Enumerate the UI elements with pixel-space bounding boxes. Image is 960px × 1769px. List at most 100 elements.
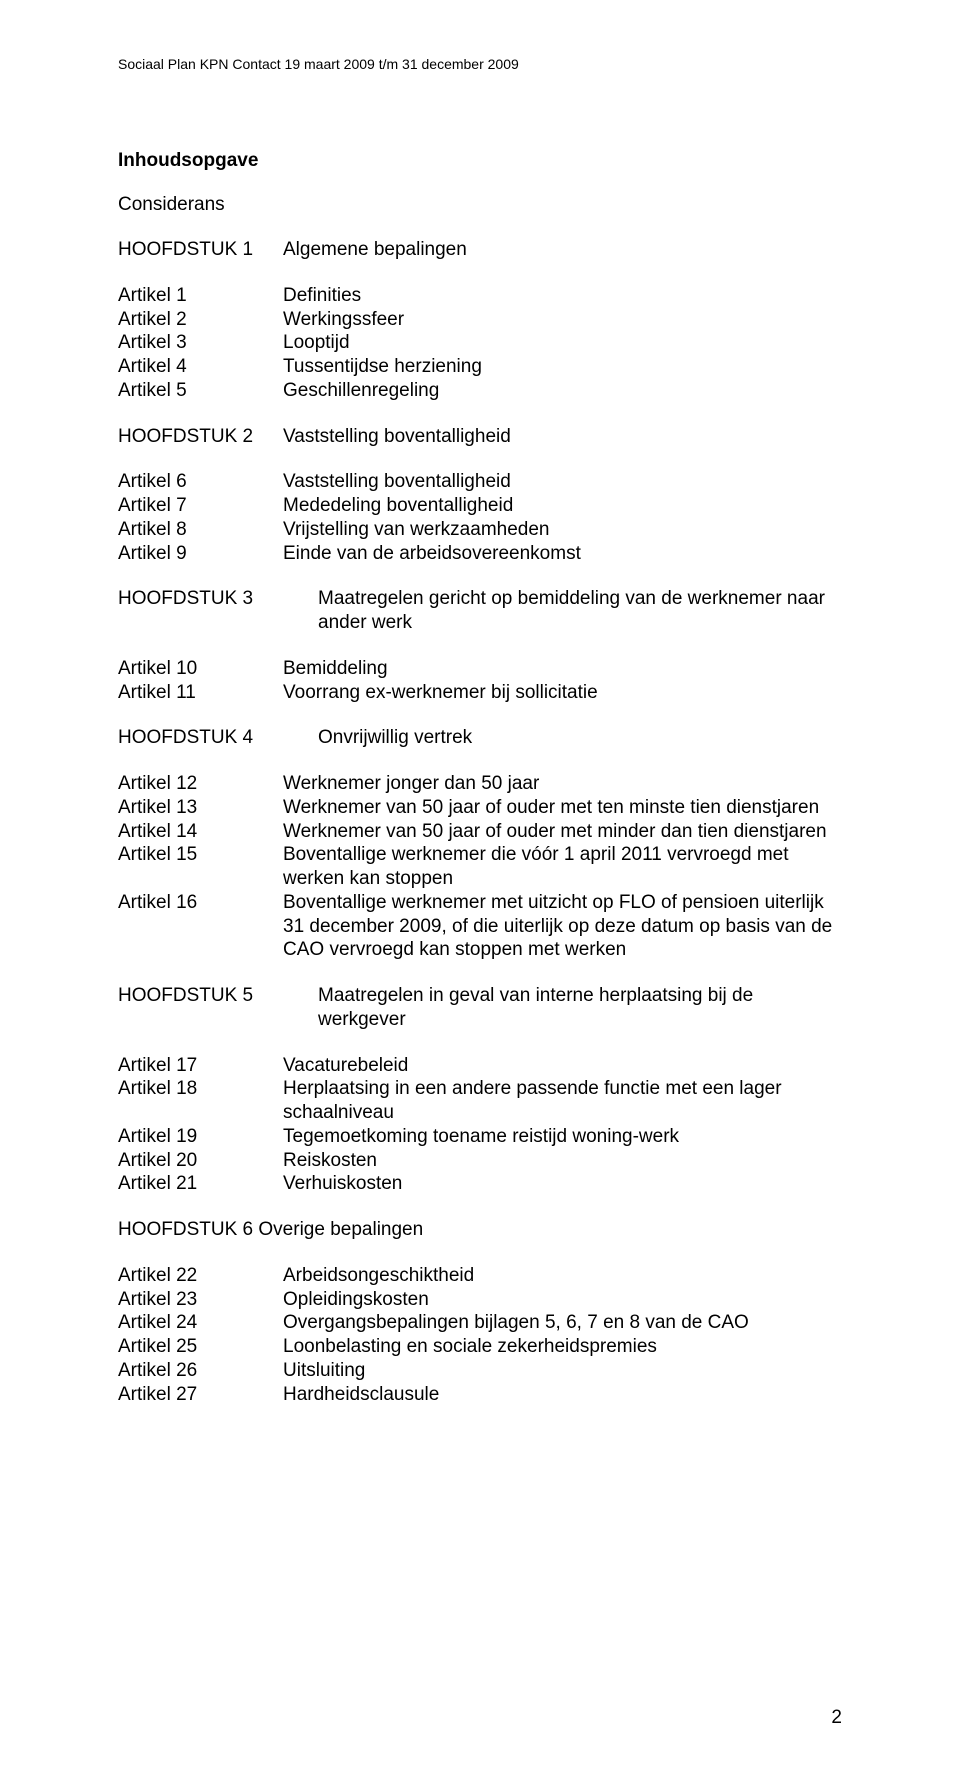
article-row: Artikel 18Herplaatsing in een andere pas… — [118, 1077, 842, 1125]
article-row: Artikel 17Vacaturebeleid — [118, 1054, 842, 1078]
article-value: Reiskosten — [283, 1149, 842, 1173]
article-key: Artikel 16 — [118, 891, 283, 962]
article-key: Artikel 13 — [118, 796, 283, 820]
article-row: Artikel 25Loonbelasting en sociale zeker… — [118, 1335, 842, 1359]
article-row: Artikel 26Uitsluiting — [118, 1359, 842, 1383]
article-value: Herplaatsing in een andere passende func… — [283, 1077, 842, 1125]
document-page: Sociaal Plan KPN Contact 19 maart 2009 t… — [0, 0, 960, 1769]
page-title: Inhoudsopgave — [118, 150, 842, 172]
chapter-row: HOOFDSTUK 3 Maatregelen gericht op bemid… — [118, 587, 842, 635]
article-key: Artikel 24 — [118, 1311, 283, 1335]
article-value: Loonbelasting en sociale zekerheidspremi… — [283, 1335, 842, 1359]
article-key: Artikel 26 — [118, 1359, 283, 1383]
article-key: Artikel 9 — [118, 542, 283, 566]
article-row: Artikel 5Geschillenregeling — [118, 379, 842, 403]
considerans-heading: Considerans — [118, 194, 842, 216]
article-row: Artikel 12Werknemer jonger dan 50 jaar — [118, 772, 842, 796]
article-row: Artikel 22Arbeidsongeschiktheid — [118, 1264, 842, 1288]
article-row: Artikel 11Voorrang ex-werknemer bij soll… — [118, 681, 842, 705]
article-value: Tegemoetkoming toename reistijd woning-w… — [283, 1125, 842, 1149]
article-key: Artikel 22 — [118, 1264, 283, 1288]
page-number: 2 — [831, 1707, 842, 1729]
article-value: Werknemer van 50 jaar of ouder met ten m… — [283, 796, 842, 820]
article-value: Mededeling boventalligheid — [283, 494, 842, 518]
article-key: Artikel 18 — [118, 1077, 283, 1125]
article-row: Artikel 7Mededeling boventalligheid — [118, 494, 842, 518]
article-value: Boventallige werknemer die vóór 1 april … — [283, 843, 842, 891]
chapter-label: HOOFDSTUK 4 — [118, 726, 318, 750]
article-row: Artikel 6Vaststelling boventalligheid — [118, 470, 842, 494]
article-value: Looptijd — [283, 331, 842, 355]
article-key: Artikel 2 — [118, 308, 283, 332]
article-key: Artikel 5 — [118, 379, 283, 403]
article-value: Vaststelling boventalligheid — [283, 470, 842, 494]
chapter-label: HOOFDSTUK 2 — [118, 425, 283, 449]
article-row: Artikel 24Overgangsbepalingen bijlagen 5… — [118, 1311, 842, 1335]
article-value: Werknemer jonger dan 50 jaar — [283, 772, 842, 796]
document-header: Sociaal Plan KPN Contact 19 maart 2009 t… — [118, 56, 842, 72]
article-key: Artikel 25 — [118, 1335, 283, 1359]
article-key: Artikel 1 — [118, 284, 283, 308]
article-value: Voorrang ex-werknemer bij sollicitatie — [283, 681, 842, 705]
chapter-row: HOOFDSTUK 1 Algemene bepalingen — [118, 238, 842, 262]
chapter-title: Onvrijwillig vertrek — [318, 726, 842, 750]
article-key: Artikel 7 — [118, 494, 283, 518]
article-row: Artikel 16Boventallige werknemer met uit… — [118, 891, 842, 962]
article-key: Artikel 4 — [118, 355, 283, 379]
chapter-label: HOOFDSTUK 5 — [118, 984, 318, 1032]
article-value: Hardheidsclausule — [283, 1383, 842, 1407]
article-key: Artikel 17 — [118, 1054, 283, 1078]
article-row: Artikel 15Boventallige werknemer die vóó… — [118, 843, 842, 891]
article-key: Artikel 21 — [118, 1172, 283, 1196]
article-value: Overgangsbepalingen bijlagen 5, 6, 7 en … — [283, 1311, 842, 1335]
article-value: Bemiddeling — [283, 657, 842, 681]
article-key: Artikel 3 — [118, 331, 283, 355]
article-key: Artikel 15 — [118, 843, 283, 891]
article-value: Opleidingskosten — [283, 1288, 842, 1312]
article-value: Verhuiskosten — [283, 1172, 842, 1196]
chapter-row: HOOFDSTUK 4 Onvrijwillig vertrek — [118, 726, 842, 750]
article-value: Vrijstelling van werkzaamheden — [283, 518, 842, 542]
article-row: Artikel 20Reiskosten — [118, 1149, 842, 1173]
article-value: Werkingssfeer — [283, 308, 842, 332]
chapter-label: HOOFDSTUK 6 Overige bepalingen — [118, 1218, 842, 1242]
article-row: Artikel 9Einde van de arbeidsovereenkoms… — [118, 542, 842, 566]
article-value: Definities — [283, 284, 842, 308]
article-key: Artikel 14 — [118, 820, 283, 844]
article-key: Artikel 19 — [118, 1125, 283, 1149]
article-row: Artikel 14Werknemer van 50 jaar of ouder… — [118, 820, 842, 844]
article-row: Artikel 4 Tussentijdse herziening — [118, 355, 842, 379]
article-value: Vacaturebeleid — [283, 1054, 842, 1078]
chapter-title: Maatregelen gericht op bemiddeling van d… — [318, 587, 842, 635]
article-key: Artikel 6 — [118, 470, 283, 494]
article-value: Arbeidsongeschiktheid — [283, 1264, 842, 1288]
article-key: Artikel 10 — [118, 657, 283, 681]
article-row: Artikel 13Werknemer van 50 jaar of ouder… — [118, 796, 842, 820]
article-value: Geschillenregeling — [283, 379, 842, 403]
article-row: Artikel 10Bemiddeling — [118, 657, 842, 681]
chapter-row: HOOFDSTUK 5 Maatregelen in geval van int… — [118, 984, 842, 1032]
article-row: Artikel 1Definities — [118, 284, 842, 308]
article-value: Tussentijdse herziening — [283, 355, 842, 379]
article-row: Artikel 2Werkingssfeer — [118, 308, 842, 332]
article-key: Artikel 12 — [118, 772, 283, 796]
chapter-title: Algemene bepalingen — [283, 238, 842, 262]
article-value: Werknemer van 50 jaar of ouder met minde… — [283, 820, 842, 844]
article-value: Uitsluiting — [283, 1359, 842, 1383]
article-key: Artikel 27 — [118, 1383, 283, 1407]
article-row: Artikel 21Verhuiskosten — [118, 1172, 842, 1196]
article-row: Artikel 27Hardheidsclausule — [118, 1383, 842, 1407]
article-row: Artikel 8Vrijstelling van werkzaamheden — [118, 518, 842, 542]
article-row: Artikel 3 Looptijd — [118, 331, 842, 355]
article-row: Artikel 19Tegemoetkoming toename reistij… — [118, 1125, 842, 1149]
chapter-title: Maatregelen in geval van interne herplaa… — [318, 984, 842, 1032]
article-key: Artikel 23 — [118, 1288, 283, 1312]
chapter-label: HOOFDSTUK 1 — [118, 238, 283, 262]
article-row: Artikel 23Opleidingskosten — [118, 1288, 842, 1312]
article-key: Artikel 11 — [118, 681, 283, 705]
article-value: Einde van de arbeidsovereenkomst — [283, 542, 842, 566]
chapter-label: HOOFDSTUK 3 — [118, 587, 318, 635]
article-key: Artikel 8 — [118, 518, 283, 542]
chapter-row: HOOFDSTUK 6 Overige bepalingen — [118, 1218, 842, 1242]
chapter-title: Vaststelling boventalligheid — [283, 425, 842, 449]
